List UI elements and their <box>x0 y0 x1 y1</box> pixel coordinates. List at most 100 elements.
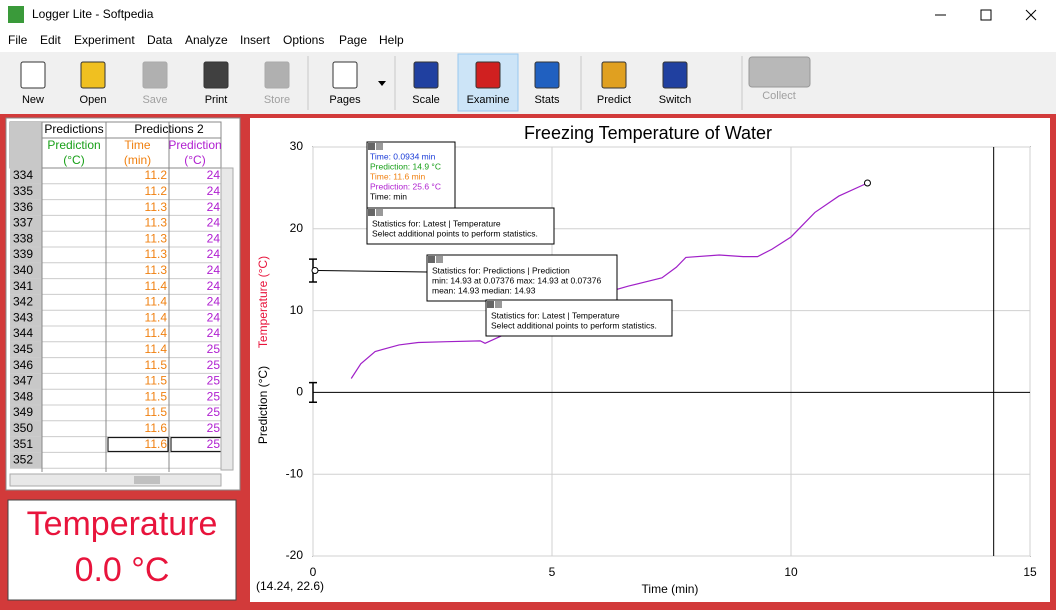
menu-item[interactable]: Options <box>283 33 324 47</box>
row-number: 349 <box>13 405 33 419</box>
cell: 25 <box>207 389 221 403</box>
tool-icon <box>534 61 560 89</box>
tool-button[interactable]: Print <box>205 94 228 106</box>
examine-line: Prediction: 25.6 °C <box>370 181 441 191</box>
stats-box <box>366 207 555 245</box>
cell: 24 <box>207 216 221 230</box>
x-tick-label: 5 <box>549 565 556 579</box>
tool-button[interactable]: Predict <box>597 94 631 106</box>
box-handle[interactable] <box>376 143 383 150</box>
cell: 24 <box>207 184 221 198</box>
cell: 11.3 <box>145 216 168 230</box>
y-tick-label: 10 <box>290 303 304 317</box>
title-bar <box>0 0 1056 30</box>
tool-icon <box>20 61 46 89</box>
tool-icon <box>142 61 168 89</box>
stats-box <box>485 299 673 337</box>
row-number: 346 <box>13 358 33 372</box>
cell: 25 <box>207 374 221 388</box>
box-handle[interactable] <box>495 301 502 308</box>
pages-dropdown[interactable] <box>378 81 386 86</box>
tool-button[interactable]: Pages <box>329 94 361 106</box>
box-handle[interactable] <box>368 209 375 216</box>
tool-icon <box>601 61 627 89</box>
menu-item[interactable]: Analyze <box>185 33 228 47</box>
menu-item[interactable]: Help <box>379 33 404 47</box>
column-name: Prediction <box>168 138 221 152</box>
stats-line: Statistics for: Latest | Temperature <box>491 310 620 320</box>
box-handle[interactable] <box>368 143 375 150</box>
column-name: Prediction <box>47 138 100 152</box>
box-handle[interactable] <box>428 256 435 263</box>
header-bg <box>9 121 222 169</box>
tool-button[interactable]: Open <box>80 94 107 106</box>
tool-button[interactable]: Scale <box>412 94 440 106</box>
meter-label: Temperature <box>27 505 218 543</box>
box-handle[interactable] <box>436 256 443 263</box>
menu-item[interactable]: Data <box>147 33 173 47</box>
menu-item[interactable]: Insert <box>240 33 271 47</box>
cell: 25 <box>207 405 221 419</box>
h-scrollbar[interactable] <box>9 473 222 487</box>
row-number: 340 <box>13 263 33 277</box>
menu-item[interactable]: File <box>8 33 28 47</box>
row-number: 345 <box>13 342 33 356</box>
tool-button[interactable]: Save <box>142 94 167 106</box>
tool-icon <box>264 61 290 89</box>
row-number: 351 <box>13 437 33 451</box>
y-tick-label: 30 <box>290 139 304 153</box>
cell: 24 <box>207 168 221 182</box>
group-header: Predictions <box>44 122 103 136</box>
tool-icon <box>662 61 688 89</box>
table-panel <box>5 117 241 491</box>
tool-button[interactable]: Switch <box>659 94 691 106</box>
cell: 11.6 <box>145 421 168 435</box>
y-axis-label: Temperature (°C) <box>256 256 270 348</box>
stats-line: mean: 14.93 median: 14.93 <box>432 285 536 295</box>
cell: 11.3 <box>145 200 168 214</box>
row-number: 352 <box>13 453 33 467</box>
tool-button[interactable]: Stats <box>534 94 560 106</box>
row-number: 336 <box>13 200 33 214</box>
cell: 11.4 <box>145 326 168 340</box>
close-button[interactable] <box>1025 9 1037 21</box>
tool-button[interactable]: Store <box>264 94 290 106</box>
row-number: 337 <box>13 216 33 230</box>
cell: 25 <box>207 421 221 435</box>
cell: 24 <box>207 231 221 245</box>
stats-line: Select additional points to perform stat… <box>372 228 538 238</box>
stats-line: Statistics for: Predictions | Prediction <box>432 265 570 275</box>
cell: 11.5 <box>145 389 168 403</box>
stats-line: min: 14.93 at 0.07376 max: 14.93 at 0.07… <box>432 275 601 285</box>
cell: 11.2 <box>145 184 168 198</box>
menu-item[interactable]: Page <box>339 33 367 47</box>
menu-item[interactable]: Experiment <box>74 33 135 47</box>
cell: 11.6 <box>145 437 168 451</box>
row-number: 338 <box>13 231 33 245</box>
x-tick-label: 10 <box>784 565 798 579</box>
v-scrollbar[interactable] <box>220 167 234 471</box>
graph-title: Freezing Temperature of Water <box>524 123 772 143</box>
row-number: 343 <box>13 310 33 324</box>
h-thumb[interactable] <box>134 476 160 484</box>
column-unit: (min) <box>124 153 151 167</box>
toolbar <box>0 52 1056 114</box>
tool-icon <box>413 61 439 89</box>
menu-item[interactable]: Edit <box>40 33 61 47</box>
cell: 11.4 <box>145 279 168 293</box>
examine-box <box>366 141 456 209</box>
maximize-button[interactable] <box>980 9 992 21</box>
tool-icon <box>332 61 358 89</box>
cell: 11.4 <box>145 342 168 356</box>
y-axis-label: Prediction (°C) <box>256 366 270 444</box>
tool-button[interactable]: Collect <box>762 90 796 102</box>
x-tick-label: 0 <box>310 565 317 579</box>
box-handle[interactable] <box>487 301 494 308</box>
row-number: 348 <box>13 389 33 403</box>
box-handle[interactable] <box>376 209 383 216</box>
tool-button[interactable]: Examine <box>467 94 510 106</box>
cell: 24 <box>207 279 221 293</box>
cursor-readout: (14.24, 22.6) <box>256 579 324 593</box>
examine-line: Time: min <box>370 191 407 201</box>
tool-button[interactable]: New <box>22 94 44 106</box>
